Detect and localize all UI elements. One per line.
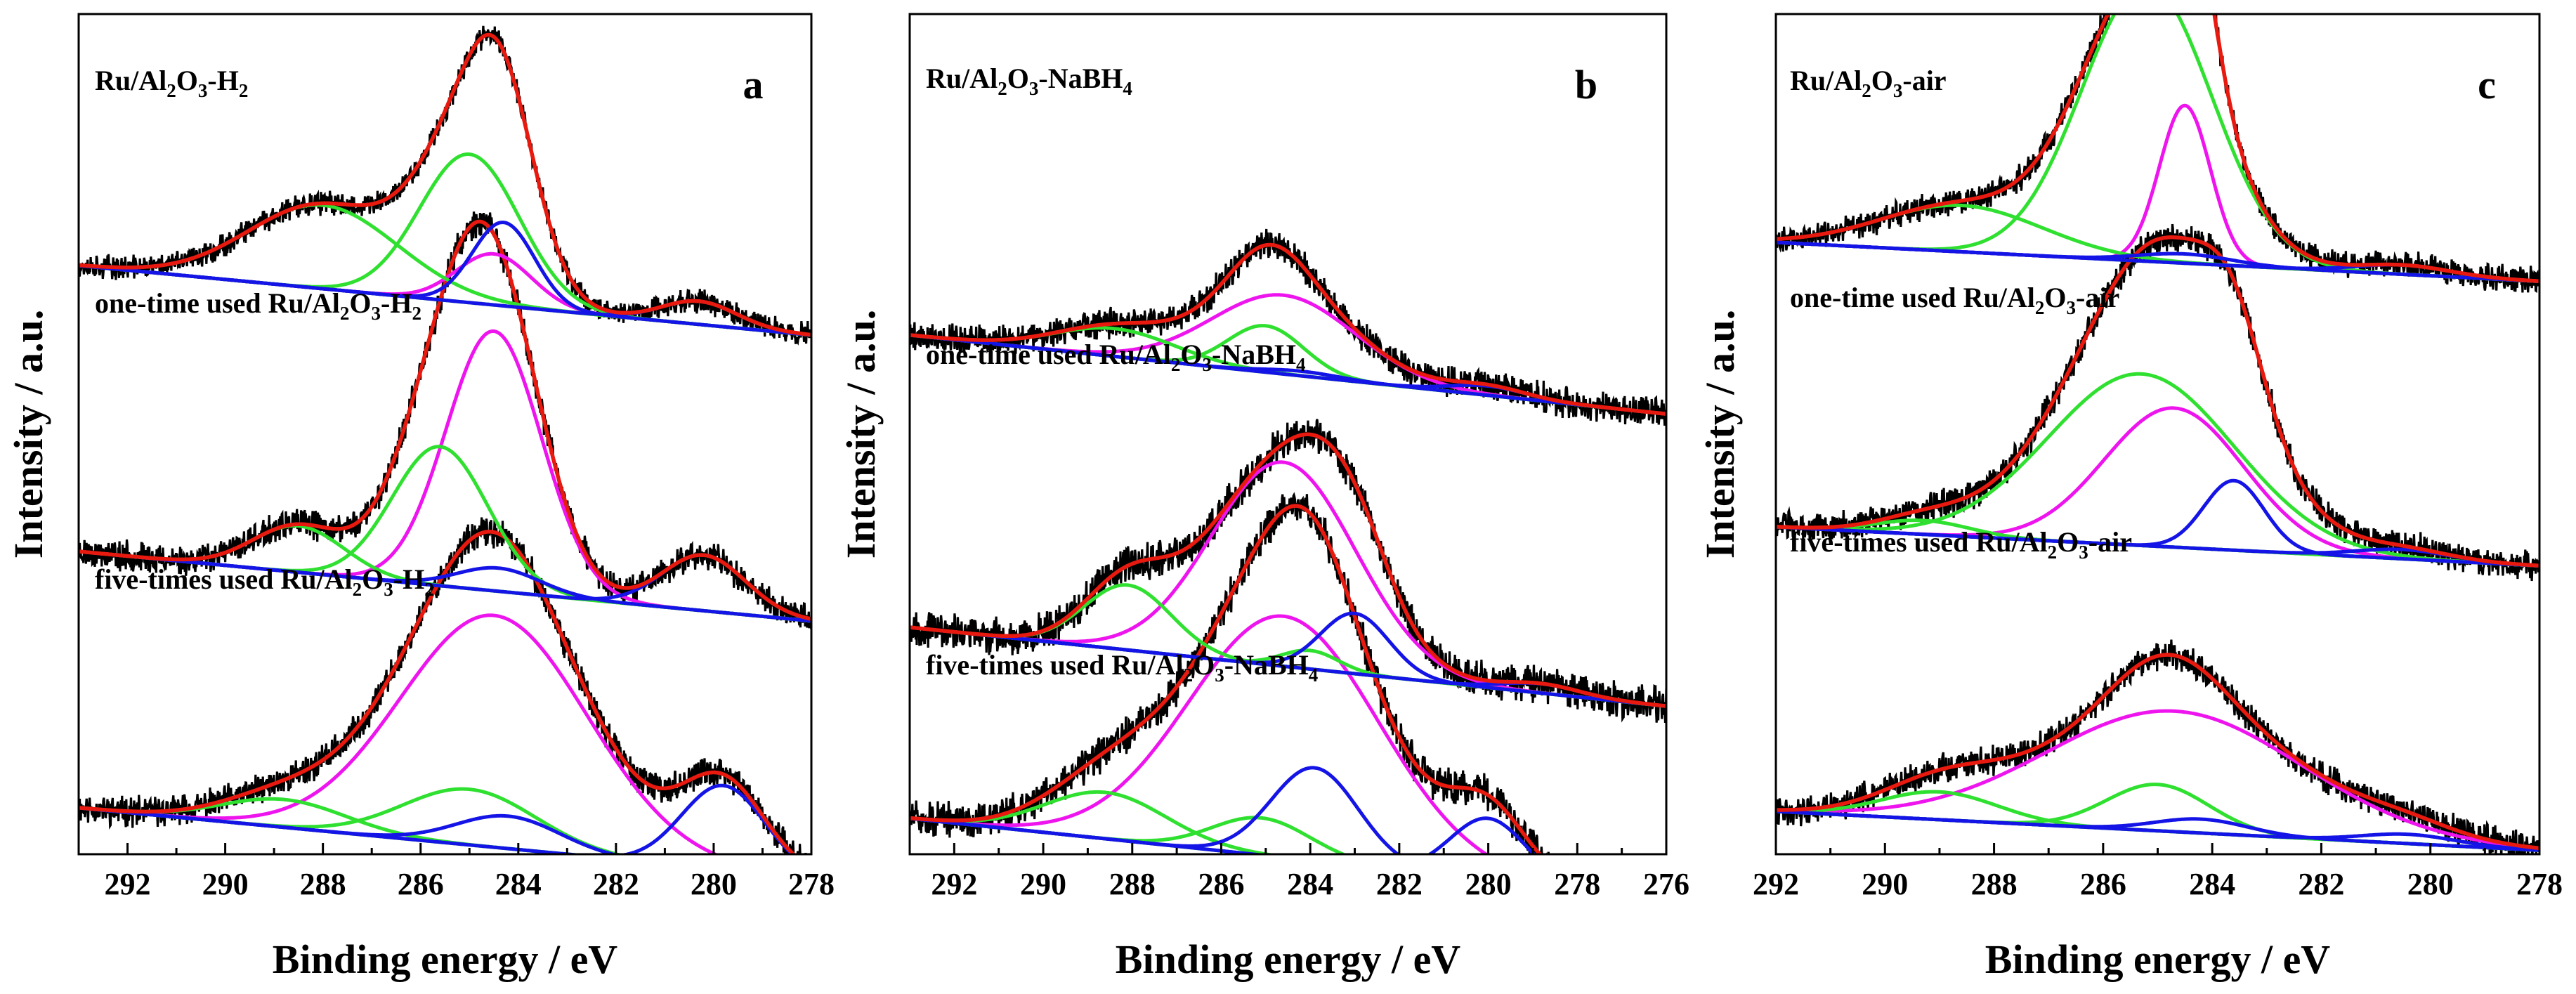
panel-a-ru-al2o3-h2: Ru/Al2O3-H2 one-time used Ru/Al2O3-H2 five… — [6, 13, 835, 982]
spectrum-1 — [79, 211, 811, 630]
spectrum-1 — [1776, 223, 2539, 582]
spectrum-0 — [79, 517, 807, 854]
x-tick-label: 288 — [1109, 867, 1156, 901]
fit-component-blue-279.8 — [79, 783, 795, 854]
x-tick-label: 278 — [1554, 867, 1600, 901]
y-axis-label: Intensity / a.u. — [838, 310, 884, 559]
x-tick-label: 292 — [931, 867, 977, 901]
x-tick-label: 276 — [1643, 867, 1689, 901]
x-tick-label: 292 — [105, 867, 151, 901]
fit-component-blue-280.4 — [1776, 809, 2539, 852]
x-tick-label: 284 — [1287, 867, 1333, 901]
fit-envelope-line — [910, 242, 1666, 416]
panel-letter: b — [1575, 62, 1597, 107]
plot-area — [79, 25, 811, 854]
x-tick-label: 278 — [788, 867, 835, 901]
x-axis-label: Binding energy / eV — [1116, 936, 1461, 982]
panel-c-ru-al2o3-air: Ru/Al2O3-air one-time used Ru/Al2O3-air fi… — [1697, 13, 2563, 982]
measured-spectrum-line — [1776, 639, 2539, 854]
panel-letter: c — [2478, 62, 2496, 107]
fit-component-blue-280 — [910, 816, 1536, 854]
measured-spectrum-line — [910, 492, 1550, 854]
x-tick-label: 290 — [1862, 867, 1908, 901]
fit-component-green-288.8 — [79, 797, 587, 854]
fit-component-green-288.6 — [910, 790, 1279, 854]
plot-area — [1776, 14, 2539, 854]
fit-component-blue-280.5 — [1776, 525, 2539, 568]
y-axis-label: Intensity / a.u. — [6, 310, 51, 559]
spectrum-0 — [1776, 639, 2539, 854]
sample-label: one-time used Ru/Al2O3-air — [1790, 282, 2119, 318]
fit-envelope-line — [79, 32, 811, 337]
fit-envelope-line — [1776, 14, 2539, 284]
panel-letter: a — [743, 62, 764, 107]
x-tick-label: 290 — [1020, 867, 1066, 901]
plot-area — [910, 228, 1666, 854]
spectrum-2 — [79, 25, 811, 346]
fit-envelope-line — [910, 432, 1666, 708]
measured-spectrum-line — [79, 517, 807, 854]
x-tick-label: 280 — [691, 867, 737, 901]
x-axis-label: Binding energy / eV — [1985, 936, 2331, 982]
x-axis: 292 290 288 286 284 282 280 278 — [77, 843, 835, 901]
panel-b-ru-al2o3-nabh4: Ru/Al2O3-NaBH4 one-time used Ru/Al2O3-NaB… — [838, 13, 1689, 982]
x-tick-label: 290 — [202, 867, 249, 901]
x-tick-label: 286 — [2080, 867, 2126, 901]
axes-frame — [77, 13, 813, 856]
fit-component-green-285.3 — [1776, 372, 2539, 568]
x-tick-label: 280 — [1465, 867, 1512, 901]
fit-envelope-line — [1776, 653, 2539, 851]
x-tick-label: 284 — [2189, 867, 2235, 901]
x-tick-label: 282 — [1376, 867, 1423, 901]
axes-frame — [908, 13, 1668, 856]
sample-label: five-times used Ru/Al2O3-H2 — [95, 563, 434, 600]
sample-label: Ru/Al2O3-NaBH4 — [926, 63, 1132, 99]
sample-label: five-times used Ru/Al2O3-NaBH4 — [926, 649, 1318, 686]
x-tick-label: 288 — [1971, 867, 2018, 901]
fit-envelope-line — [79, 530, 797, 854]
fit-envelope-line — [79, 219, 811, 621]
spectrum-0 — [910, 492, 1550, 854]
spectrum-2 — [910, 228, 1666, 426]
x-tick-label: 292 — [1753, 867, 1799, 901]
axes-frame — [1774, 13, 2541, 856]
x-tick-label: 282 — [593, 867, 639, 901]
x-tick-label: 278 — [2516, 867, 2563, 901]
x-tick-label: 280 — [2407, 867, 2454, 901]
sample-label: one-time used Ru/Al2O3-H2 — [95, 287, 421, 324]
y-axis-label: Intensity / a.u. — [1697, 310, 1743, 559]
fit-component-green-285 — [79, 787, 625, 854]
x-axis: 292 290 288 286 284 282 280 278 — [1753, 843, 2563, 901]
sample-label: one-time used Ru/Al2O3-NaBH4 — [926, 339, 1306, 375]
measured-spectrum-line — [910, 228, 1666, 426]
x-tick-label: 286 — [398, 867, 444, 901]
fit-component-magenta-284.5 — [79, 613, 719, 854]
x-tick-label: 282 — [2298, 867, 2344, 901]
x-tick-label: 288 — [300, 867, 346, 901]
fit-envelope-line — [1776, 235, 2539, 568]
x-tick-label: 284 — [495, 867, 542, 901]
x-tick-label: 286 — [1198, 867, 1244, 901]
x-axis-label: Binding energy / eV — [273, 936, 618, 982]
sample-label: Ru/Al2O3-H2 — [95, 65, 248, 101]
spectrum-1 — [910, 419, 1666, 724]
sample-label: five-times used Ru/Al2O3-air — [1790, 526, 2132, 563]
sample-label: Ru/Al2O3-air — [1790, 65, 1947, 101]
spectrum-2 — [1776, 14, 2539, 294]
fit-component-magenta-284.7 — [1776, 709, 2539, 851]
measured-spectrum-line — [910, 419, 1666, 724]
fit-envelope-line — [910, 504, 1543, 854]
fit-component-magenta-284.6 — [910, 614, 1490, 854]
x-axis: 292 290 288 286 284 282 280 278 276 — [908, 843, 1689, 901]
